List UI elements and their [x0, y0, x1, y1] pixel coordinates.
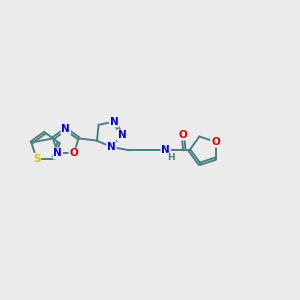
Text: N: N: [61, 124, 70, 134]
Text: N: N: [53, 148, 62, 158]
Text: N: N: [161, 145, 170, 155]
Text: O: O: [211, 137, 220, 147]
Text: S: S: [33, 154, 40, 164]
Text: O: O: [69, 148, 78, 158]
Text: N: N: [118, 130, 126, 140]
Text: N: N: [107, 142, 116, 152]
Text: H: H: [167, 153, 175, 162]
Text: O: O: [178, 130, 187, 140]
Text: N: N: [110, 116, 118, 127]
